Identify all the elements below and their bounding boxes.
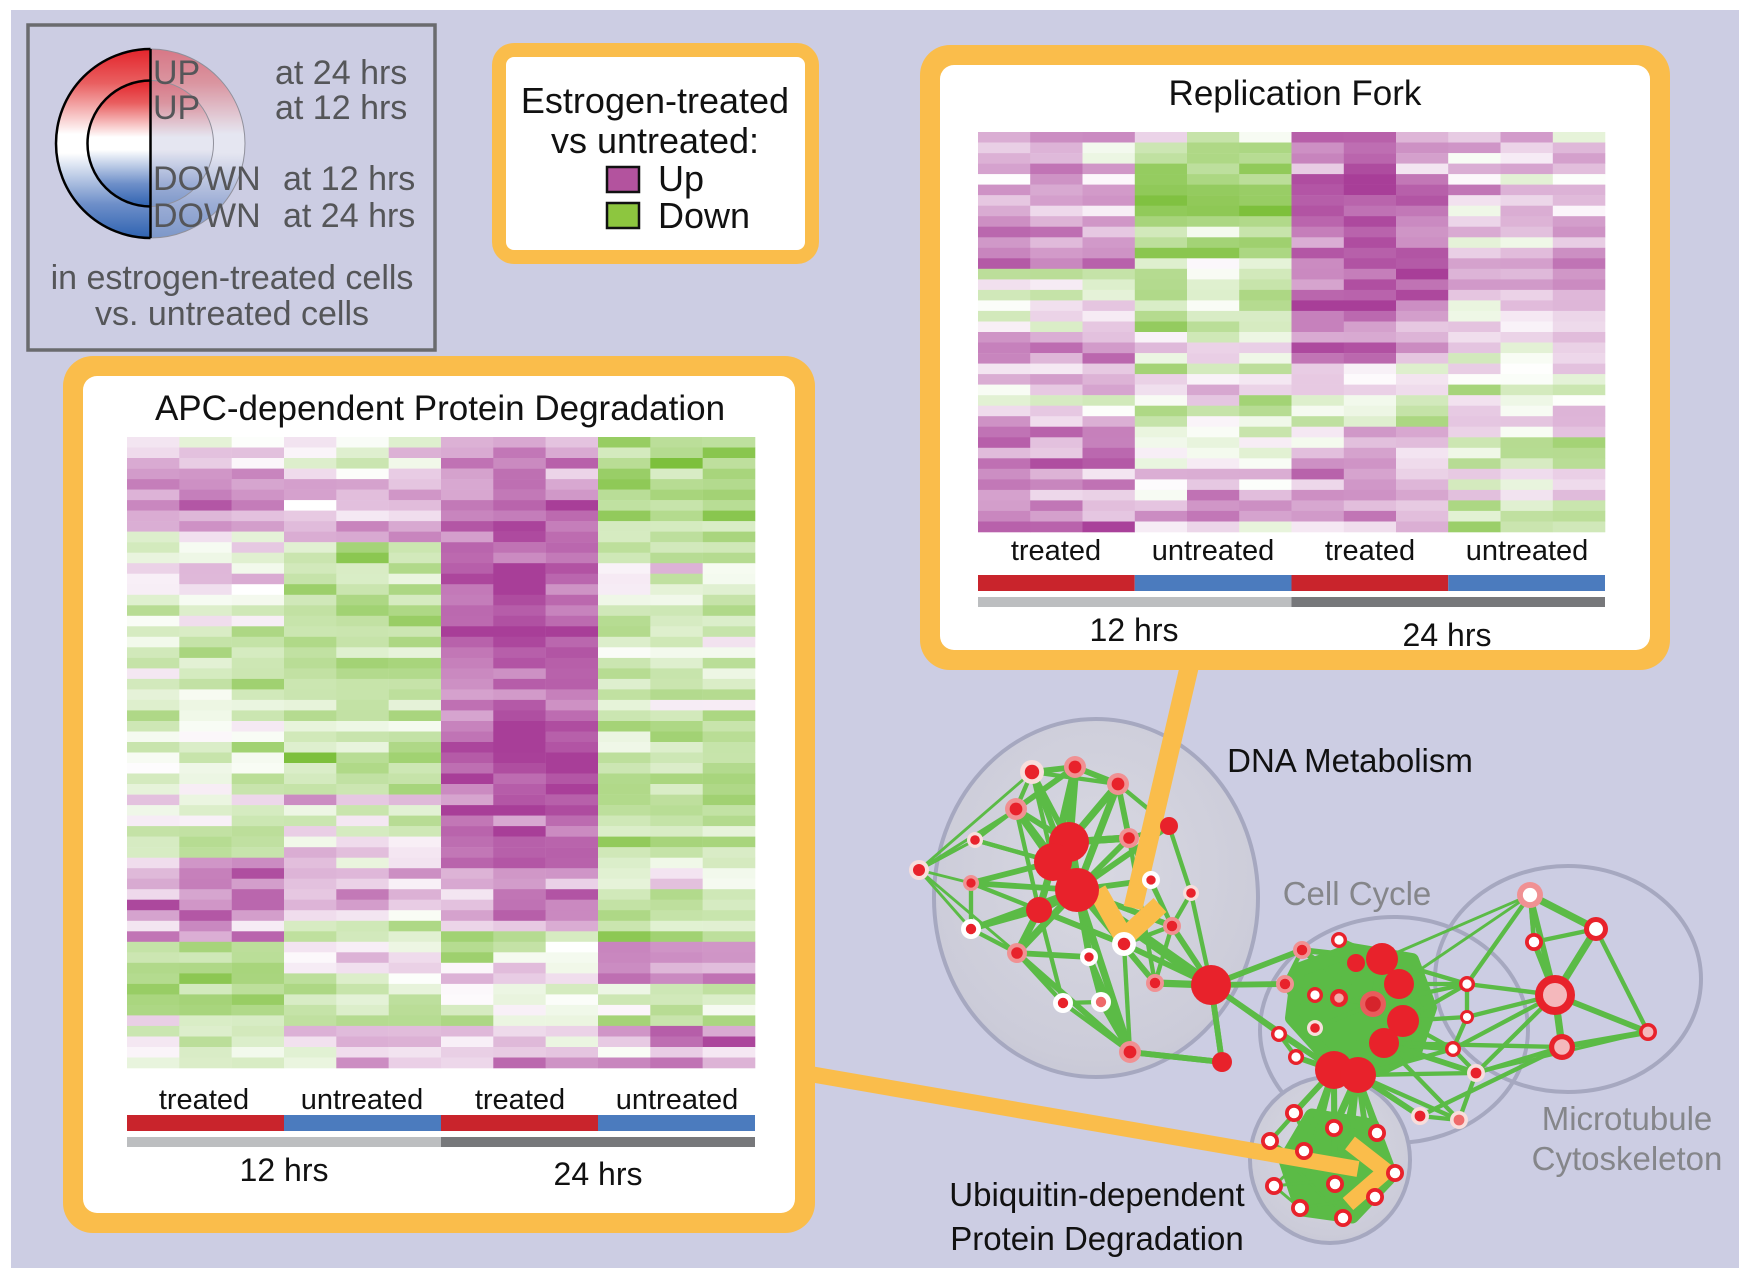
svg-text:UP: UP — [153, 89, 200, 127]
svg-text:treated: treated — [1325, 535, 1415, 567]
svg-text:vs untreated:: vs untreated: — [551, 120, 759, 161]
svg-text:untreated: untreated — [1466, 535, 1589, 567]
svg-text:treated: treated — [1011, 535, 1101, 567]
svg-text:DOWN: DOWN — [153, 197, 261, 235]
svg-text:Cytoskeleton: Cytoskeleton — [1532, 1140, 1723, 1177]
svg-text:untreated: untreated — [301, 1084, 424, 1116]
svg-text:Up: Up — [658, 158, 704, 199]
svg-text:UP: UP — [153, 54, 200, 92]
svg-text:Microtubule: Microtubule — [1542, 1100, 1713, 1137]
svg-text:at 12 hrs: at 12 hrs — [275, 89, 407, 127]
svg-text:DNA Metabolism: DNA Metabolism — [1227, 742, 1473, 779]
svg-text:Ubiquitin-dependent: Ubiquitin-dependent — [949, 1176, 1244, 1213]
svg-text:untreated: untreated — [1152, 535, 1275, 567]
svg-text:treated: treated — [475, 1084, 565, 1116]
svg-text:24 hrs: 24 hrs — [554, 1156, 643, 1192]
svg-text:treated: treated — [159, 1084, 249, 1116]
svg-text:Protein Degradation: Protein Degradation — [950, 1220, 1244, 1257]
svg-text:at 12 hrs: at 12 hrs — [283, 160, 415, 198]
svg-text:vs. untreated cells: vs. untreated cells — [95, 295, 369, 333]
svg-text:Cell Cycle: Cell Cycle — [1283, 875, 1432, 912]
svg-text:APC-dependent Protein Degradat: APC-dependent Protein Degradation — [155, 389, 725, 428]
svg-text:Estrogen-treated: Estrogen-treated — [521, 80, 789, 121]
svg-text:at 24 hrs: at 24 hrs — [275, 54, 407, 92]
svg-text:untreated: untreated — [616, 1084, 739, 1116]
svg-text:24 hrs: 24 hrs — [1403, 617, 1492, 653]
svg-text:12 hrs: 12 hrs — [240, 1152, 329, 1188]
svg-text:Replication Fork: Replication Fork — [1169, 74, 1422, 113]
svg-text:in estrogen-treated cells: in estrogen-treated cells — [51, 259, 414, 297]
svg-text:Down: Down — [658, 195, 750, 236]
svg-text:DOWN: DOWN — [153, 160, 261, 198]
svg-text:12 hrs: 12 hrs — [1090, 612, 1179, 648]
svg-text:at 24 hrs: at 24 hrs — [283, 197, 415, 235]
